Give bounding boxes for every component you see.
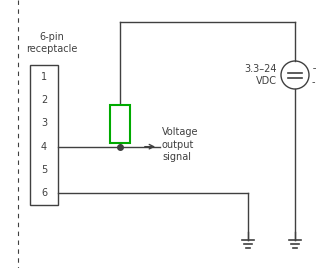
Text: 4: 4 [41, 142, 47, 152]
Text: 1: 1 [41, 72, 47, 82]
Text: -: - [312, 77, 315, 87]
Text: +: + [312, 64, 316, 74]
Bar [110, 105, 130, 143]
Text: 6: 6 [41, 188, 47, 198]
Text: 6-pin
receptacle: 6-pin receptacle [26, 32, 78, 54]
Text: 2: 2 [41, 95, 47, 105]
Bar [30, 65, 58, 205]
Text: 3.3–24
VDC: 3.3–24 VDC [245, 64, 277, 86]
Text: 3: 3 [41, 118, 47, 128]
Text: Voltage
output
signal: Voltage output signal [162, 127, 198, 162]
Text: 5: 5 [41, 165, 47, 175]
